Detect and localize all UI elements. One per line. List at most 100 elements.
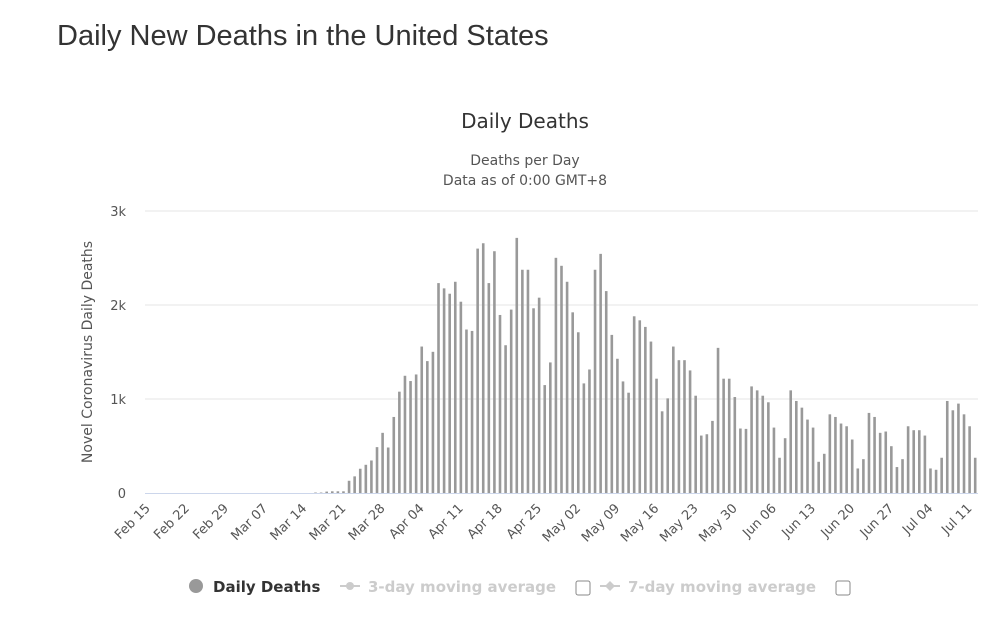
bar-jun-13[interactable] <box>811 427 815 493</box>
bar-may-26[interactable] <box>711 420 714 493</box>
bar-apr-22[interactable] <box>521 269 524 493</box>
bar-may-23[interactable] <box>694 395 697 493</box>
bar-mar-23[interactable] <box>353 476 356 493</box>
legend-item-3-day-average[interactable]: 3-day moving average <box>340 578 591 596</box>
bar-apr-21[interactable] <box>515 237 519 493</box>
bar-may-19[interactable] <box>672 346 675 493</box>
bar-may-01[interactable] <box>571 312 574 493</box>
bar-jun-16[interactable] <box>828 414 832 493</box>
bar-may-24[interactable] <box>699 435 703 493</box>
legend-item-7-day-average[interactable]: 7-day moving average <box>600 578 851 596</box>
bar-apr-16[interactable] <box>487 283 491 493</box>
bar-jun-24[interactable] <box>873 416 876 493</box>
bar-jun-09[interactable] <box>789 390 793 493</box>
bar-may-04[interactable] <box>588 369 591 493</box>
bar-jun-29[interactable] <box>901 459 904 493</box>
bar-may-11[interactable] <box>627 392 630 493</box>
bar-may-25[interactable] <box>705 434 709 493</box>
bar-jun-19[interactable] <box>845 426 848 493</box>
bar-jul-07[interactable] <box>945 400 949 493</box>
bar-jun-10[interactable] <box>795 400 798 493</box>
bar-apr-03[interactable] <box>414 374 418 493</box>
bar-apr-26[interactable] <box>543 385 547 493</box>
bar-jun-02[interactable] <box>750 386 753 493</box>
bar-mar-30[interactable] <box>392 416 396 493</box>
bar-may-14[interactable] <box>644 326 647 493</box>
bar-apr-17[interactable] <box>493 251 496 493</box>
bar-jun-07[interactable] <box>778 457 781 493</box>
bar-jun-27[interactable] <box>890 446 893 493</box>
bar-apr-29[interactable] <box>560 265 563 493</box>
bar-jul-06[interactable] <box>940 457 943 493</box>
bar-may-02[interactable] <box>576 332 580 493</box>
bar-jun-17[interactable] <box>834 416 837 493</box>
bar-may-06[interactable] <box>599 253 602 493</box>
bar-may-22[interactable] <box>688 370 692 493</box>
bar-mar-20[interactable] <box>336 491 340 493</box>
bar-may-17[interactable] <box>660 411 664 493</box>
bar-jun-23[interactable] <box>867 412 871 493</box>
bar-jun-12[interactable] <box>806 419 809 493</box>
legend-checkbox[interactable] <box>835 580 851 596</box>
bar-apr-07[interactable] <box>437 283 440 493</box>
bar-jun-15[interactable] <box>822 453 826 493</box>
bar-jun-28[interactable] <box>895 467 899 493</box>
bar-mar-31[interactable] <box>398 391 401 493</box>
bar-apr-23[interactable] <box>526 269 530 493</box>
bar-apr-27[interactable] <box>549 362 552 493</box>
bar-apr-06[interactable] <box>431 351 435 493</box>
bar-apr-08[interactable] <box>442 288 446 493</box>
bar-mar-26[interactable] <box>370 460 373 493</box>
bar-may-31[interactable] <box>739 428 742 493</box>
bar-may-15[interactable] <box>649 341 653 493</box>
bar-may-07[interactable] <box>604 291 608 493</box>
bar-jun-25[interactable] <box>878 432 882 493</box>
bar-mar-24[interactable] <box>358 468 362 493</box>
bar-apr-18[interactable] <box>498 314 502 493</box>
bar-may-30[interactable] <box>733 397 737 493</box>
bar-may-16[interactable] <box>655 378 658 493</box>
bar-apr-05[interactable] <box>426 361 429 493</box>
bar-apr-19[interactable] <box>504 345 507 493</box>
bar-mar-19[interactable] <box>330 491 334 493</box>
bar-apr-15[interactable] <box>481 243 485 493</box>
bar-apr-12[interactable] <box>465 329 468 493</box>
bar-may-08[interactable] <box>610 334 614 493</box>
bar-apr-04[interactable] <box>420 346 424 493</box>
bar-jun-20[interactable] <box>850 439 854 493</box>
legend-item-daily-deaths[interactable]: Daily Deaths <box>189 578 320 596</box>
bar-mar-29[interactable] <box>386 447 390 493</box>
bar-apr-01[interactable] <box>403 375 407 493</box>
bar-mar-18[interactable] <box>325 491 328 493</box>
bar-mar-21[interactable] <box>342 491 345 493</box>
bar-apr-11[interactable] <box>459 301 463 493</box>
bar-jun-21[interactable] <box>856 468 860 493</box>
bar-apr-28[interactable] <box>554 257 558 493</box>
bar-may-18[interactable] <box>666 398 670 493</box>
bar-may-13[interactable] <box>638 320 642 493</box>
bar-may-27[interactable] <box>716 347 720 493</box>
bar-mar-27[interactable] <box>375 447 379 493</box>
bar-may-20[interactable] <box>677 360 681 493</box>
bar-jul-09[interactable] <box>957 403 960 493</box>
bar-jun-11[interactable] <box>800 407 804 493</box>
bar-apr-14[interactable] <box>476 248 479 493</box>
bar-may-28[interactable] <box>722 378 725 493</box>
bar-jul-12[interactable] <box>973 457 977 493</box>
bar-may-09[interactable] <box>616 358 619 493</box>
bar-jun-08[interactable] <box>783 438 787 493</box>
bar-jun-26[interactable] <box>884 431 888 493</box>
bar-jul-11[interactable] <box>968 426 971 493</box>
bar-may-05[interactable] <box>593 269 597 493</box>
bar-apr-25[interactable] <box>537 297 541 493</box>
bar-jun-18[interactable] <box>839 423 843 493</box>
bar-jun-22[interactable] <box>862 459 865 493</box>
bar-may-03[interactable] <box>582 383 586 493</box>
bar-apr-02[interactable] <box>409 381 412 493</box>
bar-may-29[interactable] <box>727 378 731 493</box>
bar-jul-10[interactable] <box>962 414 966 493</box>
bar-jul-08[interactable] <box>951 410 955 493</box>
bar-apr-30[interactable] <box>565 281 569 493</box>
legend-checkbox[interactable] <box>575 580 591 596</box>
bar-apr-10[interactable] <box>453 281 457 493</box>
